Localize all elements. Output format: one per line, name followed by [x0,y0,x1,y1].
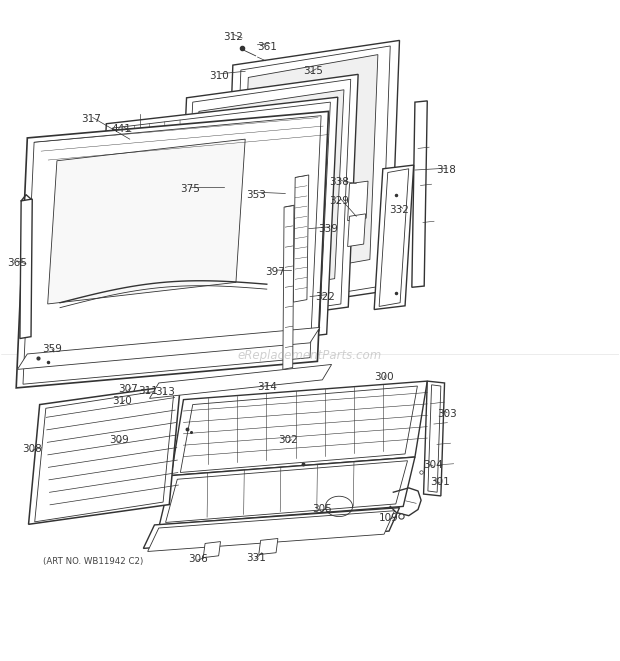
Polygon shape [232,46,390,310]
Text: 309: 309 [108,436,128,446]
Text: 314: 314 [257,382,277,392]
Polygon shape [35,389,174,522]
Text: 304: 304 [423,460,443,470]
Polygon shape [48,139,245,304]
Text: (ART NO. WB11942 C2): (ART NO. WB11942 C2) [43,557,144,566]
Polygon shape [348,181,368,221]
Text: 300: 300 [374,371,394,382]
Text: 338: 338 [329,177,349,187]
Polygon shape [412,101,427,288]
Text: 365: 365 [7,258,27,268]
Text: 361: 361 [257,42,277,52]
Polygon shape [224,40,399,315]
Text: 375: 375 [180,184,200,194]
Polygon shape [348,214,366,247]
Polygon shape [148,511,394,551]
Polygon shape [135,132,144,143]
Polygon shape [180,386,417,473]
Polygon shape [190,90,344,300]
Text: 302: 302 [278,436,298,446]
Text: 308: 308 [22,444,42,454]
Text: 311: 311 [138,386,157,396]
Polygon shape [23,116,321,384]
Polygon shape [29,385,180,524]
Polygon shape [149,364,332,399]
Text: eReplacementParts.com: eReplacementParts.com [238,349,382,362]
Polygon shape [293,175,309,302]
Polygon shape [203,541,221,558]
Text: 313: 313 [155,387,175,397]
Text: 339: 339 [319,223,339,233]
Polygon shape [102,102,330,357]
Polygon shape [95,97,338,361]
Text: 397: 397 [265,267,285,277]
Polygon shape [16,112,329,388]
Text: 332: 332 [389,204,409,215]
Text: 322: 322 [316,292,335,301]
Polygon shape [17,327,320,369]
Polygon shape [428,385,441,492]
Polygon shape [182,79,351,327]
Text: 109: 109 [379,513,399,523]
Text: 306: 306 [188,554,208,564]
Text: 303: 303 [437,408,457,419]
Text: 353: 353 [246,190,265,200]
Polygon shape [166,461,407,522]
Polygon shape [143,508,399,549]
Polygon shape [125,120,270,297]
Text: 310: 310 [112,397,131,407]
Text: 318: 318 [436,165,456,175]
Text: 359: 359 [42,344,62,354]
Text: 307: 307 [118,384,138,394]
Polygon shape [423,381,445,496]
Text: 331: 331 [246,553,265,563]
Text: 315: 315 [303,66,323,76]
Polygon shape [176,74,358,330]
Polygon shape [241,55,378,282]
Text: 441: 441 [112,124,131,134]
Text: 305: 305 [312,504,332,514]
Text: 301: 301 [430,477,450,486]
Polygon shape [123,143,137,173]
Text: 317: 317 [81,114,101,124]
Polygon shape [283,205,294,369]
Polygon shape [20,199,32,338]
Polygon shape [374,165,414,309]
Polygon shape [259,539,278,555]
Text: 329: 329 [329,196,349,206]
Polygon shape [379,169,409,307]
Text: 312: 312 [223,32,243,42]
Polygon shape [159,457,415,525]
Text: 310: 310 [209,71,229,81]
Polygon shape [171,381,427,475]
